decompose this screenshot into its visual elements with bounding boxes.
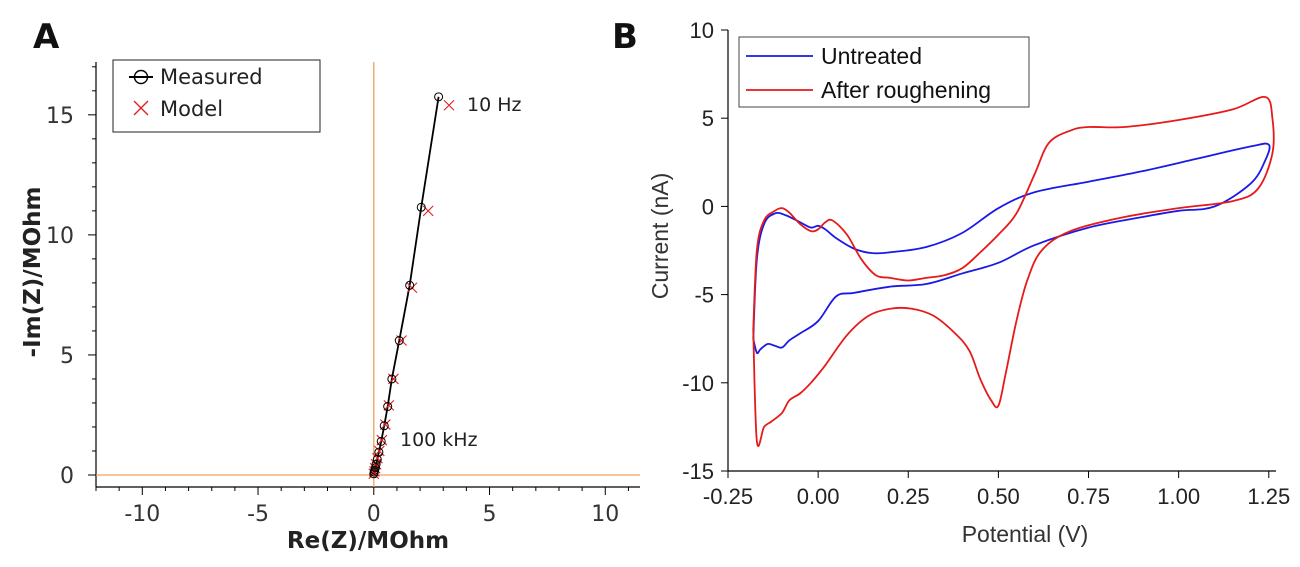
panel-b-x-tick-label: -0.25 bbox=[703, 484, 753, 509]
panel-b-plot: -0.25 0.00 0.25 0.50 0.75 1.00 1.25 -15 -10 -5 0 5… bbox=[647, 18, 1290, 547]
model-point bbox=[383, 399, 395, 411]
panel-a-x-tick-label: 0 bbox=[367, 502, 381, 527]
panel-b-x-tick-label: 0.25 bbox=[887, 484, 930, 509]
legend-model-label: Model bbox=[160, 97, 223, 121]
panel-b-y-tick-label: 10 bbox=[690, 18, 714, 43]
model-point bbox=[396, 335, 407, 346]
measured-point bbox=[394, 336, 404, 346]
legend-measured-label: Measured bbox=[160, 65, 263, 89]
panel-label-b: B bbox=[612, 17, 638, 57]
panel-a-y-tick-label: 5 bbox=[60, 344, 74, 369]
panel-label-a: A bbox=[33, 17, 60, 57]
panel-a-crosshair bbox=[96, 62, 640, 487]
panel-a-x-tick-label: 10 bbox=[591, 502, 619, 527]
panel-b-x-tick-label: 0.75 bbox=[1067, 484, 1110, 509]
panel-b-y-tick-label: -5 bbox=[694, 283, 714, 308]
panel-b-y-tick-label: -10 bbox=[682, 371, 714, 396]
measured-point bbox=[374, 447, 384, 457]
panel-a-series bbox=[368, 92, 455, 480]
panel-a-y-tick-label: 10 bbox=[46, 224, 74, 249]
measured-point bbox=[379, 421, 389, 431]
panel-a-x-tick-label: 5 bbox=[483, 502, 497, 527]
annotation-10hz: 10 Hz bbox=[467, 94, 522, 116]
measured-point bbox=[405, 280, 415, 290]
measured-point bbox=[371, 459, 381, 469]
untreated-curve bbox=[752, 142, 1271, 355]
panel-b-x-tick-label: 0.50 bbox=[977, 484, 1020, 509]
measured-point bbox=[376, 436, 386, 446]
model-point bbox=[422, 205, 434, 217]
legend-model-marker bbox=[133, 100, 149, 116]
legend-after-roughening-label: After roughening bbox=[821, 77, 991, 103]
panel-b-x-tick-label: 1.00 bbox=[1157, 484, 1200, 509]
model-point bbox=[376, 434, 388, 446]
annotation-100khz: 100 kHz bbox=[400, 429, 478, 451]
panel-a-y-tick-label: 15 bbox=[46, 104, 74, 129]
measured-point bbox=[383, 402, 393, 412]
model-point bbox=[379, 419, 391, 430]
legend-untreated-label: Untreated bbox=[821, 43, 922, 69]
panel-b-legend: Untreated After roughening bbox=[738, 36, 1030, 108]
panel-b-y-tick-label: -15 bbox=[682, 459, 714, 484]
model-point bbox=[406, 282, 418, 294]
panel-b-x-ticks: -0.25 0.00 0.25 0.50 0.75 1.00 1.25 bbox=[703, 471, 1290, 509]
panel-a-y-ticks: 0 5 10 15 bbox=[46, 66, 96, 489]
panel-a-y-label: -Im(Z)/MOhm bbox=[20, 187, 46, 358]
measured-point bbox=[434, 92, 444, 102]
legend-measured-marker bbox=[133, 69, 149, 85]
measured-line bbox=[372, 96, 440, 475]
measured-point bbox=[416, 202, 426, 212]
panel-a-x-tick-label: -5 bbox=[247, 502, 269, 527]
panel-b-legend-box bbox=[738, 36, 1030, 108]
panel-b-x-tick-label: 0.00 bbox=[797, 484, 840, 509]
panel-a-x-label: Re(Z)/MOhm bbox=[287, 528, 449, 554]
panel-b-x-tick-label: 1.25 bbox=[1247, 484, 1290, 509]
measured-point bbox=[372, 454, 382, 464]
panel-a-x-tick-label: -10 bbox=[124, 502, 160, 527]
panel-a-y-tick-label: 0 bbox=[60, 464, 74, 489]
panel-b-x-label: Potential (V) bbox=[962, 521, 1089, 547]
panel-b-series bbox=[752, 96, 1275, 447]
after-roughening-curve bbox=[752, 96, 1275, 447]
panel-a-legend: Measured Model bbox=[112, 59, 321, 133]
panel-a-x-ticks: -10 -5 0 5 10 bbox=[95, 487, 629, 527]
panel-b-y-ticks: -15 -10 -5 0 5 10 bbox=[682, 18, 728, 484]
measured-point bbox=[387, 374, 397, 384]
panel-b-y-tick-label: 5 bbox=[702, 106, 714, 131]
panel-b-y-tick-label: 0 bbox=[702, 194, 714, 219]
panel-a-legend-box bbox=[112, 59, 321, 133]
model-point bbox=[443, 99, 455, 111]
measured-point bbox=[370, 463, 380, 473]
panel-b-y-label: Current (nA) bbox=[647, 173, 673, 300]
